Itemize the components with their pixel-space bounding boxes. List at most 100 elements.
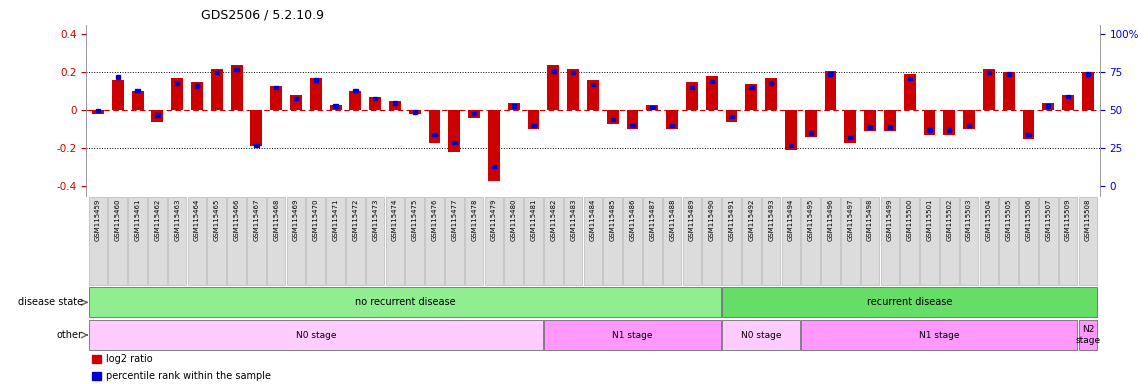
Text: GSM115486: GSM115486	[629, 199, 636, 241]
Bar	[132, 91, 144, 111]
Bar	[329, 105, 341, 111]
FancyBboxPatch shape	[544, 320, 721, 350]
Bar	[983, 69, 995, 111]
FancyBboxPatch shape	[168, 197, 186, 285]
Text: GSM115503: GSM115503	[967, 199, 972, 241]
Bar	[709, 80, 714, 83]
Text: GDS2506 / 5.2.10.9: GDS2506 / 5.2.10.9	[201, 8, 324, 21]
Text: other: other	[56, 330, 83, 340]
FancyBboxPatch shape	[129, 197, 147, 285]
Bar	[627, 111, 638, 129]
FancyBboxPatch shape	[544, 197, 563, 285]
Bar	[92, 111, 104, 114]
Bar	[611, 118, 615, 121]
Bar	[111, 80, 124, 111]
Text: GSM115496: GSM115496	[828, 199, 833, 241]
Text: GSM115487: GSM115487	[650, 199, 656, 241]
FancyBboxPatch shape	[108, 197, 127, 285]
Text: recurrent disease: recurrent disease	[867, 297, 953, 308]
Bar	[472, 112, 476, 115]
Bar	[155, 113, 160, 117]
Bar	[947, 128, 952, 132]
Bar	[433, 133, 436, 136]
FancyBboxPatch shape	[525, 197, 543, 285]
FancyBboxPatch shape	[564, 197, 582, 285]
Bar	[491, 165, 496, 168]
FancyBboxPatch shape	[208, 197, 226, 285]
Bar	[95, 109, 100, 112]
Bar	[924, 111, 936, 135]
FancyBboxPatch shape	[366, 197, 385, 285]
Text: N0 stage: N0 stage	[740, 331, 782, 339]
FancyBboxPatch shape	[287, 197, 305, 285]
Bar	[468, 111, 480, 118]
Text: GSM115477: GSM115477	[451, 199, 457, 241]
FancyBboxPatch shape	[722, 287, 1097, 318]
FancyBboxPatch shape	[1000, 197, 1018, 285]
Bar	[666, 111, 678, 129]
Bar	[1081, 73, 1094, 111]
Bar	[452, 141, 457, 144]
Bar	[903, 74, 916, 111]
Bar	[310, 78, 321, 111]
Bar	[1062, 95, 1075, 111]
Bar	[1066, 95, 1070, 98]
Bar	[349, 91, 362, 111]
Bar	[726, 111, 737, 122]
FancyBboxPatch shape	[801, 197, 820, 285]
Text: GSM115489: GSM115489	[689, 199, 695, 241]
FancyBboxPatch shape	[683, 197, 701, 285]
Bar	[928, 128, 932, 132]
Bar	[191, 82, 203, 111]
Bar	[670, 124, 674, 127]
FancyBboxPatch shape	[266, 197, 286, 285]
Bar	[370, 97, 381, 111]
Text: GSM115469: GSM115469	[293, 199, 298, 241]
Bar	[290, 95, 302, 111]
Bar	[1026, 133, 1031, 136]
FancyBboxPatch shape	[801, 320, 1078, 350]
Text: log2 ratio: log2 ratio	[106, 354, 153, 364]
Bar	[987, 71, 991, 74]
Bar	[690, 86, 695, 89]
Bar	[706, 76, 718, 111]
Bar	[135, 89, 140, 93]
Text: N0 stage: N0 stage	[295, 331, 336, 339]
Text: GSM115491: GSM115491	[729, 199, 735, 241]
Bar	[195, 84, 199, 88]
Text: GSM115468: GSM115468	[273, 199, 279, 241]
Text: GSM115464: GSM115464	[194, 199, 200, 241]
Text: GSM115493: GSM115493	[768, 199, 774, 241]
FancyBboxPatch shape	[662, 197, 682, 285]
Bar	[587, 80, 599, 111]
Text: GSM115502: GSM115502	[946, 199, 953, 241]
FancyBboxPatch shape	[1039, 197, 1057, 285]
Text: disease state: disease state	[17, 297, 83, 308]
FancyBboxPatch shape	[326, 197, 344, 285]
Text: N1 stage: N1 stage	[920, 331, 960, 339]
Text: GSM115461: GSM115461	[134, 199, 140, 241]
FancyBboxPatch shape	[1019, 197, 1038, 285]
Text: GSM115508: GSM115508	[1085, 199, 1091, 241]
Bar	[551, 69, 556, 73]
Bar	[116, 75, 119, 79]
Bar	[1046, 104, 1050, 108]
Text: GSM115484: GSM115484	[590, 199, 596, 241]
Bar	[1002, 73, 1015, 111]
Bar	[333, 104, 338, 108]
Text: GSM115470: GSM115470	[312, 199, 319, 241]
FancyBboxPatch shape	[722, 197, 740, 285]
Bar	[270, 86, 282, 111]
Text: GSM115481: GSM115481	[530, 199, 536, 241]
Text: GSM115499: GSM115499	[887, 199, 893, 241]
Text: GSM115467: GSM115467	[254, 199, 259, 241]
FancyBboxPatch shape	[187, 197, 207, 285]
Bar	[868, 126, 872, 129]
Text: GSM115480: GSM115480	[511, 199, 517, 241]
FancyBboxPatch shape	[346, 197, 365, 285]
Bar	[215, 71, 219, 74]
Bar	[650, 106, 654, 109]
Text: GSM115506: GSM115506	[1025, 199, 1032, 241]
FancyBboxPatch shape	[504, 197, 523, 285]
Bar	[211, 69, 223, 111]
